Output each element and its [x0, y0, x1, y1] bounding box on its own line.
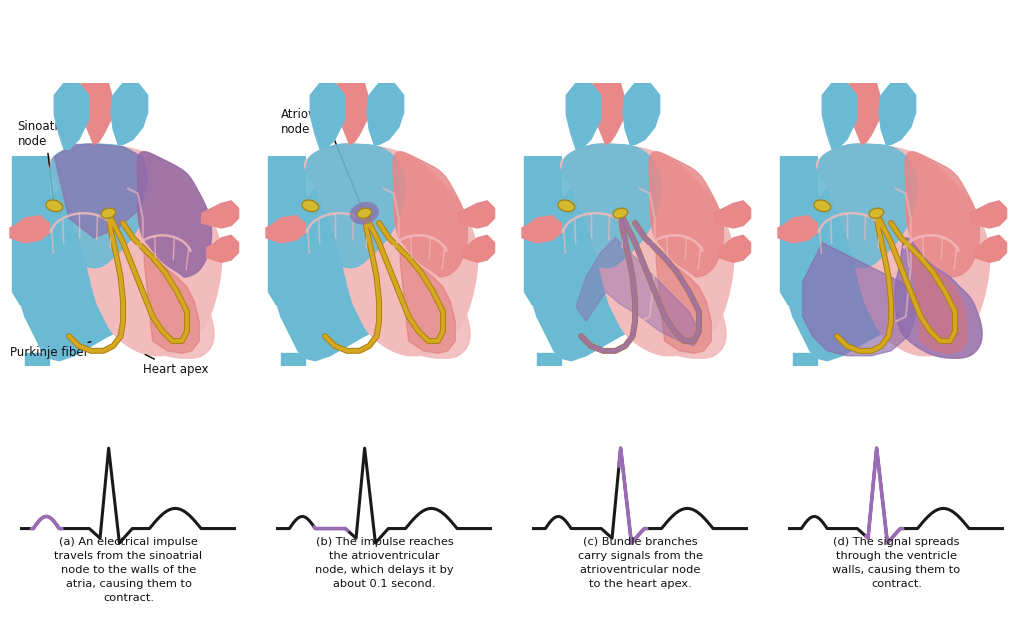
Polygon shape	[273, 184, 396, 361]
Ellipse shape	[814, 200, 830, 212]
Polygon shape	[49, 144, 150, 268]
Polygon shape	[54, 83, 89, 150]
Text: (d) The signal spreads
through the ventricle
walls, causing them to
contract.: (d) The signal spreads through the ventr…	[833, 536, 961, 589]
Polygon shape	[12, 157, 49, 312]
Polygon shape	[591, 83, 626, 145]
Polygon shape	[785, 184, 908, 361]
Polygon shape	[458, 201, 495, 228]
Polygon shape	[803, 243, 915, 356]
Text: Sinoatrial
node: Sinoatrial node	[17, 120, 74, 203]
Polygon shape	[281, 353, 305, 366]
Ellipse shape	[357, 208, 372, 218]
Polygon shape	[335, 83, 370, 145]
Polygon shape	[905, 151, 980, 277]
Polygon shape	[142, 247, 200, 353]
Polygon shape	[817, 144, 989, 356]
Polygon shape	[623, 83, 659, 145]
Ellipse shape	[302, 200, 318, 212]
Text: (a) An electrical impulse
travels from the sinoatrial
node to the walls of the
a: (a) An electrical impulse travels from t…	[54, 536, 203, 602]
Polygon shape	[111, 83, 147, 145]
Polygon shape	[529, 184, 652, 361]
Polygon shape	[207, 235, 239, 262]
Polygon shape	[649, 151, 724, 277]
Polygon shape	[975, 235, 1007, 262]
Polygon shape	[393, 151, 468, 277]
Polygon shape	[17, 184, 140, 361]
Polygon shape	[895, 238, 982, 358]
Polygon shape	[566, 83, 601, 150]
Polygon shape	[910, 247, 968, 353]
Ellipse shape	[613, 208, 628, 218]
Polygon shape	[202, 201, 239, 228]
Text: Heart apex: Heart apex	[142, 354, 208, 376]
Text: (b) The impulse reaches
the atrioventricular
node, which delays it by
about 0.1 : (b) The impulse reaches the atrioventric…	[315, 536, 454, 589]
Polygon shape	[577, 238, 699, 346]
Polygon shape	[398, 247, 456, 353]
Polygon shape	[127, 238, 214, 358]
Polygon shape	[137, 151, 212, 277]
Polygon shape	[266, 216, 305, 243]
Polygon shape	[537, 353, 561, 366]
Polygon shape	[561, 144, 733, 356]
Ellipse shape	[558, 200, 574, 212]
Polygon shape	[561, 144, 662, 268]
Ellipse shape	[350, 202, 379, 224]
Polygon shape	[780, 157, 817, 312]
Polygon shape	[639, 238, 726, 358]
Text: Purkinje fiber: Purkinje fiber	[10, 341, 91, 359]
Text: (c) Bundle branches
carry signals from the
atrioventricular node
to the heart ap: (c) Bundle branches carry signals from t…	[578, 536, 703, 589]
Polygon shape	[970, 201, 1007, 228]
Polygon shape	[137, 151, 212, 277]
Polygon shape	[10, 216, 49, 243]
Ellipse shape	[46, 200, 62, 212]
Text: Atrioventricular
node: Atrioventricular node	[281, 108, 373, 211]
Polygon shape	[793, 353, 817, 366]
Polygon shape	[895, 238, 982, 358]
Polygon shape	[305, 144, 477, 356]
Polygon shape	[822, 83, 857, 150]
Polygon shape	[847, 83, 882, 145]
Polygon shape	[268, 157, 305, 312]
Polygon shape	[654, 247, 712, 353]
Polygon shape	[463, 235, 495, 262]
Ellipse shape	[101, 208, 116, 218]
Polygon shape	[79, 83, 114, 145]
Polygon shape	[25, 353, 49, 366]
Polygon shape	[817, 144, 918, 268]
Polygon shape	[54, 145, 147, 238]
Polygon shape	[383, 238, 470, 358]
Polygon shape	[310, 83, 345, 150]
Polygon shape	[305, 144, 406, 268]
Polygon shape	[719, 235, 751, 262]
Polygon shape	[879, 83, 915, 145]
Polygon shape	[524, 157, 561, 312]
Polygon shape	[49, 144, 221, 356]
Polygon shape	[522, 216, 561, 243]
Ellipse shape	[869, 208, 884, 218]
Polygon shape	[714, 201, 751, 228]
Polygon shape	[367, 83, 403, 145]
Polygon shape	[778, 216, 817, 243]
